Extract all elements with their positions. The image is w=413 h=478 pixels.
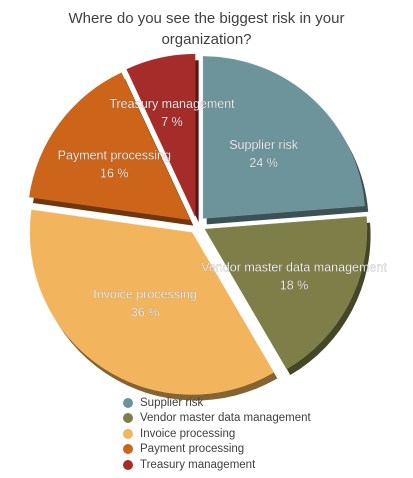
legend-item-vendor-master-data: Vendor master data management [123,411,311,427]
legend-item-supplier-risk: Supplier risk [123,395,311,411]
slice-value-label: 36 % [131,305,160,319]
legend-item-treasury-management: Treasury management [123,457,311,473]
legend-label: Invoice processing [140,427,236,440]
pie-slice-supplier-risk [202,56,365,219]
chart-title-line-1: Where do you see the biggest risk in you… [68,10,345,27]
pie-slice-invoice-processing [29,209,275,395]
slice-value-label: 16 % [100,167,129,181]
slices [29,53,368,395]
legend-label: Payment processing [140,443,245,456]
slice-label: Vendor master data management [201,261,387,275]
legend-swatch [123,459,133,470]
legend-label: Supplier risk [140,396,204,409]
slice-label: Invoice processing [93,287,197,301]
pie-slice-treasury-management [126,53,196,217]
chart-title: Where do you see the biggest risk in you… [40,8,373,50]
legend-label: Vendor master data management [140,412,311,425]
legend-item-invoice-processing: Invoice processing [123,426,311,442]
legend-swatch [123,397,133,408]
slice-value-label: 7 % [161,115,183,129]
slice-label: Payment processing [58,149,171,163]
chart-legend: Supplier risk Vendor master data managem… [123,395,311,473]
legend-label: Treasury management [140,458,256,471]
slice-value-label: 24 % [249,156,278,170]
legend-item-payment-processing: Payment processing [123,442,311,458]
chart-title-line-2: organization? [161,31,252,48]
slice-label: Treasury management [109,97,235,111]
legend-swatch [123,428,133,439]
pie-slice-payment-processing [29,72,191,220]
legend-swatch [123,413,133,424]
legend-swatch [123,444,133,455]
slice-value-label: 18 % [280,279,309,293]
pie-slice-vendor-master-data-management [204,216,368,370]
slice-label: Supplier risk [229,138,299,152]
slice-labels: Supplier risk 24 % Vendor master data mana… [57,97,387,320]
